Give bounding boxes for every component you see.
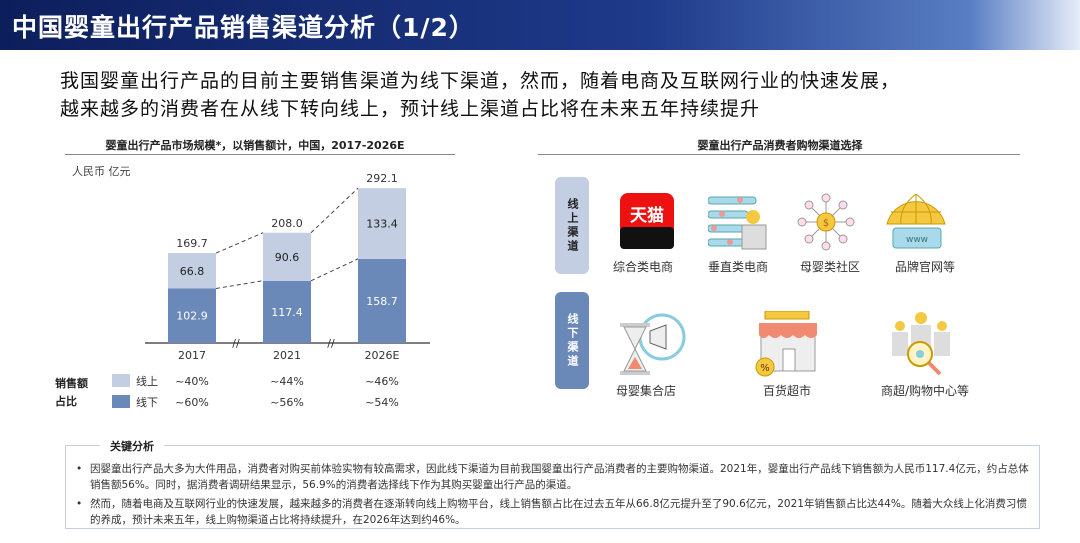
bar-offline <box>263 280 311 343</box>
data-label-online: 90.6 <box>275 251 300 264</box>
bar-online <box>358 188 406 259</box>
svg-text:%: % <box>760 363 770 374</box>
community-network-icon: $ <box>797 193 855 251</box>
tmall-logo-text: 天猫 <box>630 205 664 226</box>
share-offline-value: ~60% <box>175 396 209 409</box>
data-label-total: 208.0 <box>271 217 303 230</box>
data-label-online: 133.4 <box>366 218 398 231</box>
channel-item-label: 商超/购物中心等 <box>880 384 970 398</box>
legend-label-offline: 线下 <box>136 395 158 409</box>
channel-item-label: 垂直类电商 <box>707 260 768 274</box>
data-label-online: 66.8 <box>180 265 205 278</box>
x-tick-label: 2017 <box>178 349 206 362</box>
offline-channel-label: 线下渠道 <box>555 292 589 389</box>
analysis-bullet: 然而，随着电商及互联网行业的快速发展，越来越多的消费者在逐渐转向线上购物平台，线… <box>76 496 1030 528</box>
trend-line-offline <box>310 258 359 282</box>
page-title: 中国婴童出行产品销售渠道分析（1/2） <box>12 13 475 42</box>
key-analysis-box <box>65 445 1040 529</box>
axis-break-mark: // <box>327 337 335 350</box>
subtitle-line-2: 越来越多的消费者在从线下转向线上，预计线上渠道占比将在未来五年持续提升 <box>60 98 761 120</box>
channel-item-label: 母婴集合店 <box>615 384 676 398</box>
tmall-icon: 天猫 <box>620 193 674 249</box>
trend-line-total <box>215 232 264 254</box>
analysis-bullet: 因婴童出行产品大多为大件用品，消费者对购买前体验实物有较高需求，因此线下渠道为目… <box>76 461 1030 493</box>
subtitle-line-1: 我国婴童出行产品的目前主要销售渠道为线下渠道，然而，随着电商及互联网行业的快速发… <box>60 70 901 92</box>
title-bar <box>0 0 1080 50</box>
share-offline-value: ~54% <box>365 396 399 409</box>
channel-item-label: 品牌官网等 <box>894 260 955 274</box>
bar-offline <box>358 258 406 343</box>
bar-online <box>168 253 216 289</box>
x-tick-label: 2021 <box>273 349 301 362</box>
chart-title-rule <box>65 154 455 155</box>
chart-unit: 人民币 亿元 <box>72 165 131 178</box>
trend-line-total <box>310 187 359 234</box>
legend-swatch-online <box>112 374 130 387</box>
data-label-total: 292.1 <box>366 172 398 185</box>
axis-break-mark: // <box>232 337 240 350</box>
hourglass-megaphone-icon <box>620 313 686 375</box>
key-analysis-title: 关键分析 <box>100 438 164 454</box>
share-online-value: ~40% <box>175 375 209 388</box>
channel-item-label: 综合类电商 <box>612 260 673 274</box>
channels-title: 婴童出行产品消费者购物渠道选择 <box>697 139 863 152</box>
channels-title-rule <box>538 154 1020 155</box>
legend-label-online: 线上 <box>136 374 158 388</box>
bar-offline <box>168 288 216 343</box>
people-search-icon <box>892 312 950 376</box>
globe-www-icon: www <box>886 193 946 249</box>
data-label-total: 169.7 <box>176 237 208 250</box>
stacked-bar-chart: // // 102.9 66.8 169.7 2017 ~40% ~60% 117.4 90.6 2… <box>112 172 430 409</box>
channel-item-label: 母婴类社区 <box>799 260 860 274</box>
data-label-offline: 117.4 <box>271 306 303 319</box>
chart-title: 婴童出行产品市场规模*，以销售额计，中国，2017-2026E <box>105 139 405 152</box>
share-label: 销售额占比 <box>55 377 88 408</box>
bar-online <box>263 232 311 281</box>
share-online-value: ~46% <box>365 375 399 388</box>
channel-item-label: 百货超市 <box>762 384 811 398</box>
svg-text:$: $ <box>823 218 829 229</box>
share-offline-value: ~56% <box>270 396 304 409</box>
data-label-offline: 102.9 <box>176 310 208 323</box>
trend-line-offline <box>215 280 264 289</box>
vertical-ecommerce-icon <box>708 196 767 250</box>
store-icon: % <box>755 311 817 377</box>
www-text: www <box>906 235 928 245</box>
online-channel-label: 线上渠道 <box>555 177 589 274</box>
share-online-value: ~44% <box>270 375 304 388</box>
data-label-offline: 158.7 <box>366 295 398 308</box>
x-tick-label: 2026E <box>365 349 400 362</box>
legend-swatch-offline <box>112 395 130 408</box>
